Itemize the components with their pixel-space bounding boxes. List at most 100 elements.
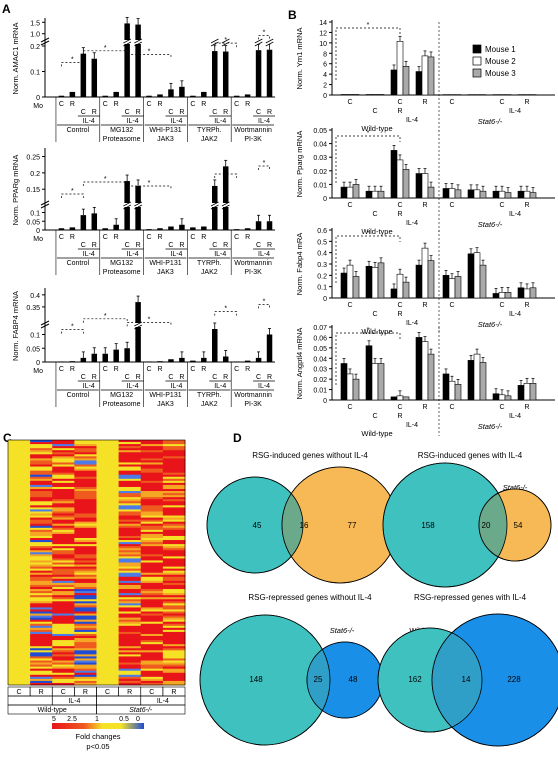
heatmap-cell (52, 484, 75, 488)
x-label: R (114, 101, 119, 108)
heatmap-cell (140, 664, 164, 668)
genotype-box (96, 704, 186, 715)
x-label: C (125, 374, 130, 381)
heatmap-cell (52, 470, 75, 474)
y-axis-label: Norm. Pparg mRNA (295, 131, 304, 198)
bar-mouse-3 (479, 264, 487, 299)
target-label: JAK2 (201, 401, 218, 408)
heatmap-cell (118, 460, 142, 463)
heatmap-cell (52, 474, 75, 478)
heatmap-cell (74, 462, 97, 465)
x-label: C (499, 302, 504, 309)
bar (212, 329, 218, 362)
heatmap-cell (74, 542, 97, 545)
heatmap-cell (140, 444, 164, 447)
heatmap-cell (30, 484, 53, 488)
heatmap-cell (52, 617, 75, 621)
heatmap-cell (74, 584, 97, 588)
heatmap-cell (140, 519, 164, 523)
heatmap-cell (118, 576, 142, 580)
heatmap-cell (30, 503, 53, 506)
heatmap-cell (74, 636, 97, 639)
x-label: C (81, 374, 86, 381)
bar (222, 356, 229, 362)
bar (69, 91, 76, 97)
bar (212, 51, 218, 97)
heatmap-cell (52, 460, 75, 463)
bar (102, 95, 108, 97)
bar-mouse-1 (442, 373, 450, 401)
x-label: C (397, 302, 402, 309)
axis-break (40, 37, 50, 43)
bar-mouse-3 (352, 378, 360, 401)
bar (58, 228, 65, 230)
heatmap-cell (118, 599, 142, 602)
heatmap-cell (30, 627, 53, 631)
heatmap-cell (118, 452, 142, 455)
il4-label: IL-4 (406, 422, 418, 429)
heatmap-cell (162, 450, 186, 453)
heatmap-cell (74, 680, 97, 684)
heatmap-cell (140, 470, 164, 474)
heatmap-cell (52, 446, 75, 449)
heatmap-cell (162, 625, 186, 629)
bar-break (134, 323, 142, 327)
heatmap-cell (140, 670, 164, 674)
bar (222, 51, 229, 97)
heatmap-cell (52, 511, 75, 514)
heatmap-cell (118, 570, 142, 574)
heatmap-cell (140, 550, 164, 553)
il4-label: IL-4 (170, 251, 182, 258)
heatmap-cell (30, 664, 53, 668)
heatmap-cell (118, 656, 142, 659)
bar (102, 353, 108, 362)
heatmap-cell (74, 554, 97, 557)
heatmap-cell (140, 570, 164, 574)
heatmap-cell (162, 540, 186, 543)
heatmap-cell (52, 670, 75, 674)
y-axis-label: Norm. AMAC1 mRNA (11, 22, 20, 94)
heatmap-cell (118, 578, 142, 582)
bar-mouse-3 (427, 260, 435, 299)
bar (80, 215, 87, 230)
heatmap-cell (140, 633, 164, 637)
bar-mouse-2 (473, 252, 481, 299)
heatmap-cell (30, 493, 53, 496)
y-tick-label: 2 (323, 83, 327, 90)
heatmap-cell (30, 501, 53, 504)
heatmap-cell (118, 486, 142, 490)
heatmap-cell (74, 660, 97, 663)
heatmap-cell (140, 654, 164, 657)
heatmap-cell (52, 640, 75, 643)
x-label: R (524, 202, 529, 209)
heatmap-cell (118, 509, 142, 512)
heatmap-cell (162, 650, 186, 653)
heatmap-cell (118, 638, 142, 641)
significance-star: * (367, 22, 370, 29)
bar-break (134, 40, 142, 44)
heatmap-cell (140, 525, 164, 529)
heatmap-cell (118, 552, 142, 555)
venn-overlap (479, 489, 507, 561)
heatmap-cell (118, 511, 142, 514)
bar-mouse-2 (448, 278, 456, 299)
bar (113, 91, 119, 97)
wild-type-label: Wild-type (361, 429, 392, 438)
bar (146, 229, 152, 230)
x-label: C (499, 404, 504, 411)
x-label: R (223, 242, 228, 249)
bar (201, 91, 207, 97)
heatmap-cell (30, 652, 53, 655)
heatmap-cell (52, 540, 75, 543)
heatmap-cell (52, 556, 75, 559)
significance-star: * (224, 168, 227, 175)
heatmap-cell (74, 484, 97, 488)
heatmap-cell (30, 619, 53, 623)
heatmap-cell (118, 505, 142, 508)
significance-bracket (126, 54, 172, 59)
heatmap-cell (118, 574, 142, 578)
y-tick-label: 0.1 (30, 70, 40, 77)
bar-mouse-3 (402, 66, 410, 96)
heatmap-cell (140, 442, 164, 445)
x-label: R (397, 211, 402, 218)
